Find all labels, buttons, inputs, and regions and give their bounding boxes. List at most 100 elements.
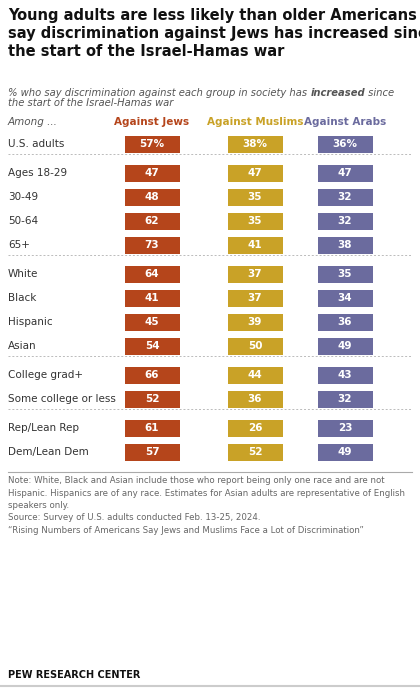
Text: 30-49: 30-49	[8, 192, 38, 202]
Text: 49: 49	[338, 447, 352, 457]
Bar	[228, 236, 283, 254]
Text: 41: 41	[144, 293, 159, 303]
Text: since: since	[365, 88, 394, 98]
Bar	[318, 444, 373, 460]
Text: 50: 50	[248, 341, 262, 351]
Bar	[318, 265, 373, 282]
Bar	[124, 444, 179, 460]
Bar	[124, 236, 179, 254]
Text: Against Muslims: Against Muslims	[207, 117, 303, 127]
Text: 32: 32	[338, 216, 352, 226]
Bar	[318, 313, 373, 331]
Bar	[318, 236, 373, 254]
Text: 57%: 57%	[139, 139, 165, 149]
Bar	[228, 420, 283, 437]
Text: White: White	[8, 269, 38, 279]
Text: 23: 23	[338, 423, 352, 433]
Text: 44: 44	[248, 370, 262, 380]
Text: PEW RESEARCH CENTER: PEW RESEARCH CENTER	[8, 670, 140, 680]
Text: 54: 54	[144, 341, 159, 351]
Text: 50-64: 50-64	[8, 216, 38, 226]
Bar	[124, 212, 179, 229]
Bar	[318, 136, 373, 152]
Bar	[318, 420, 373, 437]
Bar	[318, 338, 373, 355]
Bar	[228, 289, 283, 307]
Text: 47: 47	[338, 168, 352, 178]
Text: Black: Black	[8, 293, 37, 303]
Text: 49: 49	[338, 341, 352, 351]
Text: 39: 39	[248, 317, 262, 327]
Bar	[318, 189, 373, 205]
Bar	[318, 289, 373, 307]
Text: 34: 34	[338, 293, 352, 303]
Text: Young adults are less likely than older Americans to
say discrimination against : Young adults are less likely than older …	[8, 8, 420, 59]
Text: Among ...: Among ...	[8, 117, 58, 127]
Text: 41: 41	[248, 240, 262, 250]
Text: 66: 66	[145, 370, 159, 380]
Text: 37: 37	[248, 269, 262, 279]
Bar	[318, 165, 373, 181]
Bar	[318, 391, 373, 407]
Bar	[228, 444, 283, 460]
Bar	[228, 212, 283, 229]
Bar	[228, 265, 283, 282]
Text: U.S. adults: U.S. adults	[8, 139, 64, 149]
Text: 65+: 65+	[8, 240, 30, 250]
Bar	[318, 367, 373, 384]
Text: 48: 48	[144, 192, 159, 202]
Text: Hispanic: Hispanic	[8, 317, 52, 327]
Text: 61: 61	[145, 423, 159, 433]
Text: 35: 35	[248, 192, 262, 202]
Text: 32: 32	[338, 394, 352, 404]
Bar	[228, 391, 283, 407]
Text: Some college or less: Some college or less	[8, 394, 116, 404]
Bar	[124, 367, 179, 384]
Text: Rep/Lean Rep: Rep/Lean Rep	[8, 423, 79, 433]
Text: 36: 36	[248, 394, 262, 404]
Text: 47: 47	[248, 168, 262, 178]
Bar	[124, 165, 179, 181]
Bar	[124, 338, 179, 355]
Bar	[124, 420, 179, 437]
Bar	[124, 136, 179, 152]
Text: 52: 52	[248, 447, 262, 457]
Text: Against Jews: Against Jews	[114, 117, 189, 127]
Text: College grad+: College grad+	[8, 370, 83, 380]
Text: 73: 73	[144, 240, 159, 250]
Bar	[318, 212, 373, 229]
Bar	[228, 367, 283, 384]
Text: 37: 37	[248, 293, 262, 303]
Text: increased: increased	[310, 88, 365, 98]
Text: Asian: Asian	[8, 341, 37, 351]
Text: 26: 26	[248, 423, 262, 433]
Text: the start of the Israel-Hamas war: the start of the Israel-Hamas war	[8, 99, 173, 108]
Text: 43: 43	[338, 370, 352, 380]
Text: 35: 35	[338, 269, 352, 279]
Text: 36: 36	[338, 317, 352, 327]
Bar	[228, 189, 283, 205]
Text: 38: 38	[338, 240, 352, 250]
Bar	[124, 289, 179, 307]
Text: 36%: 36%	[333, 139, 357, 149]
Text: Ages 18-29: Ages 18-29	[8, 168, 67, 178]
Bar	[228, 165, 283, 181]
Text: Against Arabs: Against Arabs	[304, 117, 386, 127]
Bar	[228, 136, 283, 152]
Text: 45: 45	[144, 317, 159, 327]
Bar	[124, 189, 179, 205]
Text: Note: White, Black and Asian include those who report being only one race and ar: Note: White, Black and Asian include tho…	[8, 476, 405, 535]
Text: 62: 62	[145, 216, 159, 226]
Bar	[228, 313, 283, 331]
Bar	[124, 265, 179, 282]
Text: Dem/Lean Dem: Dem/Lean Dem	[8, 447, 89, 457]
Text: 38%: 38%	[242, 139, 268, 149]
Text: 47: 47	[144, 168, 159, 178]
Text: 52: 52	[145, 394, 159, 404]
Text: 57: 57	[144, 447, 159, 457]
Bar	[124, 313, 179, 331]
Text: 35: 35	[248, 216, 262, 226]
Bar	[228, 338, 283, 355]
Text: 64: 64	[144, 269, 159, 279]
Text: % who say discrimination against each group in society has: % who say discrimination against each gr…	[8, 88, 310, 98]
